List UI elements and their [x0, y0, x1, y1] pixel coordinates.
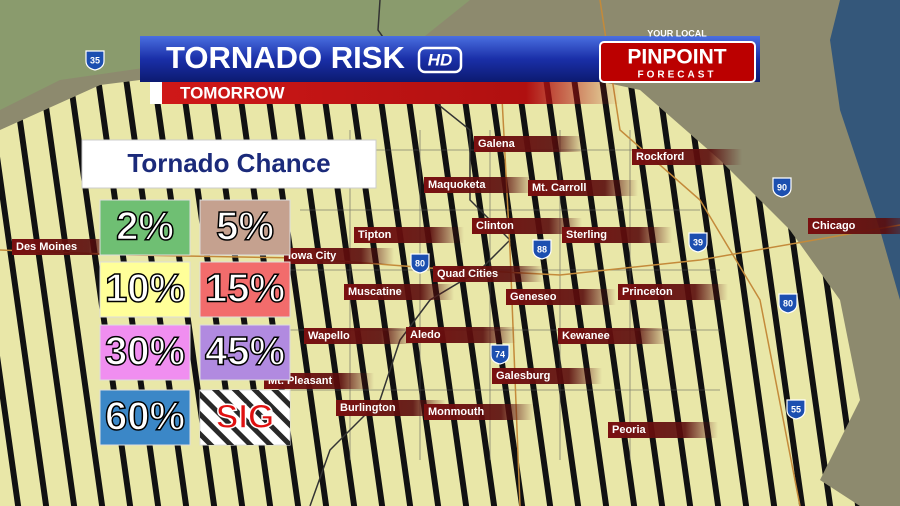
interstate-shield — [85, 50, 105, 71]
city-label-bg — [808, 218, 900, 234]
city-label: Maquoketa — [428, 179, 486, 191]
interstate-shield — [532, 239, 552, 260]
brand-logo — [599, 41, 756, 83]
interstate-shield — [778, 293, 798, 314]
interstate-number: 74 — [495, 349, 505, 359]
city-label: Galesburg — [496, 370, 550, 382]
legend-swatch — [199, 324, 291, 381]
legend-swatch — [99, 261, 191, 318]
city-label-bg — [406, 327, 516, 343]
legend-label: 45% — [205, 330, 285, 374]
interstate-number: 39 — [693, 237, 703, 247]
city-label: Burlington — [340, 402, 396, 414]
legend-label: 15% — [205, 267, 285, 311]
interstate-shield — [786, 399, 806, 420]
brand-top: YOUR LOCAL — [647, 28, 707, 38]
city-label: Clinton — [476, 220, 514, 232]
city-label: Quad Cities — [437, 268, 498, 280]
interstate-shield — [772, 177, 792, 198]
city-label: Iowa City — [288, 250, 337, 262]
legend-title-box — [81, 139, 377, 189]
interstate-number: 35 — [90, 55, 100, 65]
legend-swatch — [199, 261, 291, 318]
legend-label: 30% — [105, 330, 185, 374]
city-label-bg — [632, 149, 742, 165]
city-label: Peoria — [612, 424, 647, 436]
city-label: Monmouth — [428, 406, 484, 418]
city-label-bg — [492, 368, 602, 384]
brand-main: PINPOINT — [627, 46, 726, 69]
city-label-bg — [506, 289, 616, 305]
city-label-bg — [472, 218, 582, 234]
city-label: Aledo — [410, 329, 441, 341]
city-label-bg — [528, 180, 638, 196]
subtitle-bar — [150, 82, 620, 104]
city-label: Princeton — [622, 286, 673, 298]
city-label: Tipton — [358, 229, 392, 241]
city-label: Chicago — [812, 220, 856, 232]
interstate-shield — [490, 344, 510, 365]
city-label-bg — [354, 227, 464, 243]
city-label: Rockford — [636, 151, 684, 163]
legend-label: 10% — [105, 267, 185, 311]
city-label: Mt. Carroll — [532, 182, 586, 194]
city-label-bg — [344, 284, 454, 300]
brand-bottom: FORECAST — [638, 70, 717, 81]
city-label-bg — [618, 284, 728, 300]
city-label-bg — [336, 400, 446, 416]
legend-swatch — [99, 324, 191, 381]
legend-swatch — [99, 389, 191, 446]
interstate-number: 80 — [783, 298, 793, 308]
city-label-bg — [12, 239, 122, 255]
city-label-bg — [304, 328, 414, 344]
city-label: Kewanee — [562, 330, 610, 342]
hd-badge-text: HD — [428, 50, 453, 69]
legend-title: Tornado Chance — [127, 148, 330, 178]
city-label: Wapello — [308, 330, 350, 342]
header-title: TORNADO RISK — [166, 40, 405, 75]
legend-swatch — [99, 199, 191, 256]
legend-label: SIG — [216, 398, 275, 436]
interstate-shield — [410, 253, 430, 274]
city-label-bg — [424, 177, 534, 193]
interstate-shield — [688, 232, 708, 253]
city-label-bg — [424, 404, 534, 420]
city-label-bg — [264, 373, 374, 389]
header-subtitle: TOMORROW — [180, 83, 285, 102]
legend-label: 2% — [116, 205, 174, 249]
interstate-number: 80 — [415, 258, 425, 268]
city-label-bg — [608, 422, 718, 438]
city-label-bg — [558, 328, 668, 344]
city-label: Sterling — [566, 229, 607, 241]
legend-label: 60% — [105, 395, 185, 439]
city-label: Galena — [478, 138, 516, 150]
city-label: Geneseo — [510, 291, 557, 303]
interstate-number: 90 — [777, 182, 787, 192]
city-label-bg — [562, 227, 672, 243]
subtitle-accent — [150, 82, 162, 104]
legend-swatch — [199, 199, 291, 256]
legend-hatch — [200, 390, 290, 445]
city-label-bg — [474, 136, 584, 152]
interstate-number: 55 — [791, 404, 801, 414]
legend-label: 5% — [216, 205, 274, 249]
hd-badge — [417, 46, 463, 74]
city-label: Des Moines — [16, 241, 77, 253]
city-label-bg — [433, 266, 543, 282]
interstate-number: 88 — [537, 244, 547, 254]
city-label: Muscatine — [348, 286, 402, 298]
city-label-bg — [284, 248, 394, 264]
